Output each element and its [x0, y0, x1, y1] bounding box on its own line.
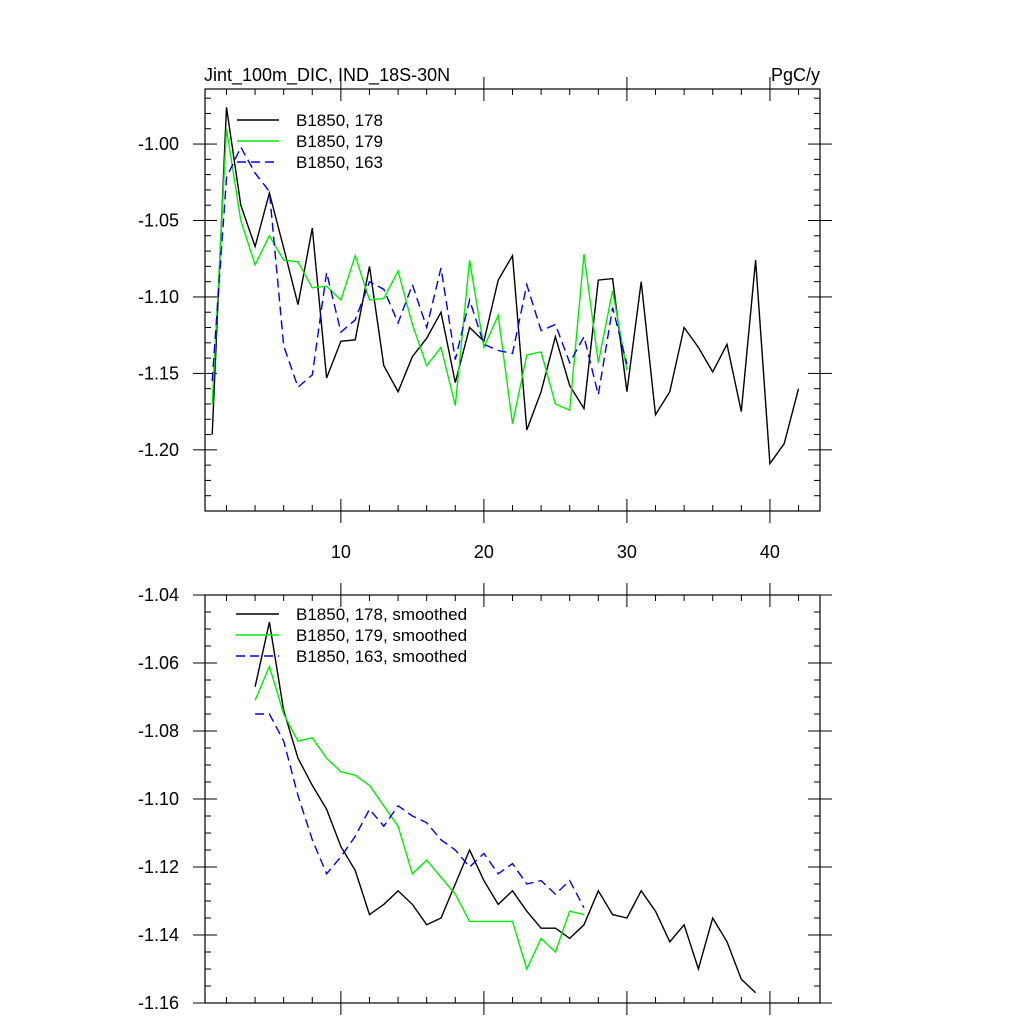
y-tick-label: -1.15: [138, 363, 179, 383]
bottom-legend: B1850, 178, smoothed B1850, 179, smoothed…: [236, 605, 467, 666]
y-tick-label: -1.20: [138, 440, 179, 460]
series-line-2: [254, 664, 585, 971]
top-panel: Jint_100m_DIC, IND_18S-30N PgC/y -1.20-1…: [138, 65, 832, 562]
y-tick-label: -1.08: [138, 721, 179, 741]
top-chart-units: PgC/y: [771, 65, 820, 85]
legend-label: B1850, 179: [296, 132, 383, 151]
top-axis-labels: -1.20 -1.15 -1.10 -1.05 -1.00 10 20 30 40: [138, 134, 780, 562]
x-tick-label: 20: [474, 542, 494, 562]
series-line-3: [255, 713, 585, 909]
series-line-3: [211, 145, 628, 395]
y-tick-label: -1.14: [138, 925, 179, 945]
y-tick-label: -1.00: [138, 134, 179, 154]
y-tick-label: -1.10: [138, 789, 179, 809]
y-tick-label: -1.12: [138, 857, 179, 877]
top-chart-title: Jint_100m_DIC, IND_18S-30N: [204, 65, 450, 86]
legend-label: B1850, 178, smoothed: [296, 605, 467, 624]
top-series-group: [211, 107, 800, 466]
bottom-series-group: [254, 622, 757, 994]
y-tick-label: -1.16: [138, 993, 179, 1013]
series-line-2: [211, 128, 628, 424]
legend-label: B1850, 163: [296, 153, 383, 172]
bottom-panel: -1.16 -1.14 -1.12 -1.10 -1.08 -1.06 -1.04 B185…: [138, 583, 832, 1015]
y-tick-label: -1.05: [138, 210, 179, 230]
x-tick-label: 10: [331, 542, 351, 562]
top-axis-ticks: [193, 77, 832, 523]
series-line-1: [254, 622, 757, 994]
legend-label: B1850, 163, smoothed: [296, 647, 467, 666]
y-tick-label: -1.10: [138, 287, 179, 307]
series-line-1: [211, 107, 800, 466]
y-tick-label: -1.06: [138, 653, 179, 673]
bottom-axis-ticks: [193, 583, 832, 1015]
legend-label: B1850, 179, smoothed: [296, 626, 467, 645]
y-tick-label: -1.04: [138, 585, 179, 605]
x-tick-label: 40: [760, 542, 780, 562]
bottom-axis-labels: -1.16 -1.14 -1.12 -1.10 -1.08 -1.06 -1.04: [138, 585, 179, 1013]
x-tick-label: 30: [617, 542, 637, 562]
legend-label: B1850, 178: [296, 111, 383, 130]
top-legend: B1850, 178 B1850, 179 B1850, 163: [237, 111, 383, 172]
